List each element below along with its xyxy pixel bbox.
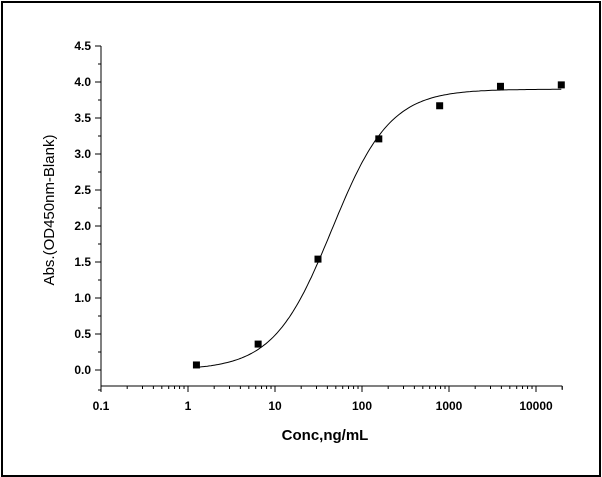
y-tick-label: 1.0: [74, 291, 91, 305]
y-tick-label: 3.5: [74, 111, 91, 125]
y-tick-label: 4.0: [74, 75, 91, 89]
x-tick-label: 0.1: [93, 399, 110, 413]
data-point: [192, 361, 200, 369]
fit-curve: [196, 88, 562, 368]
x-tick-label: 100: [352, 399, 372, 413]
x-tick-label: 10: [268, 399, 282, 413]
data-point: [436, 102, 444, 110]
data-point: [375, 135, 383, 143]
x-tick-label: 10000: [519, 399, 553, 413]
y-tick-label: 1.5: [74, 255, 91, 269]
data-point: [496, 82, 504, 90]
data-point: [314, 255, 322, 263]
y-axis: 0.0 0.5 1.0 1.5 2.0 2.5 3.0 3.5 4.0 4.5: [74, 39, 102, 391]
y-axis-title: Abs.(OD450nm-Blank): [41, 135, 58, 286]
x-axis: 0.1 1 10 100 1000 10000: [93, 385, 563, 413]
y-tick-label: 2.0: [74, 219, 91, 233]
data-point: [557, 81, 565, 89]
y-tick-label: 0.5: [74, 327, 91, 341]
x-tick-label: 1: [185, 399, 192, 413]
x-axis-title: Conc,ng/mL: [282, 427, 369, 444]
x-tick-label: 1000: [436, 399, 463, 413]
data-points: [192, 81, 565, 369]
data-point: [254, 340, 262, 348]
y-tick-label: 4.5: [74, 39, 91, 53]
y-tick-label: 0.0: [74, 363, 91, 377]
y-tick-label: 2.5: [74, 183, 91, 197]
y-tick-label: 3.0: [74, 147, 91, 161]
